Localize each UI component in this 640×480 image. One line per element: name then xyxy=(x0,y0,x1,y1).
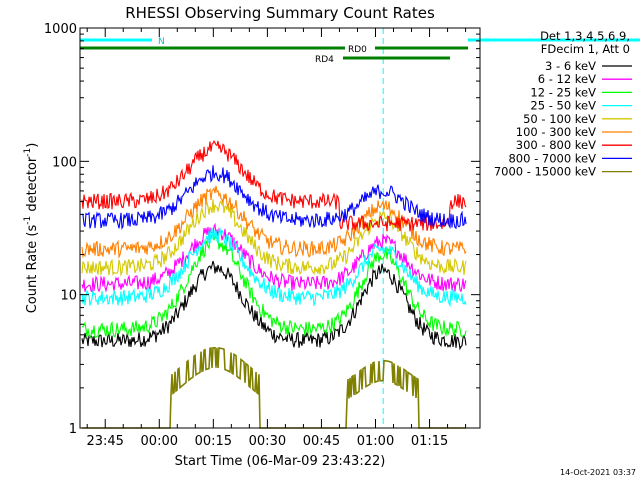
series-line-3 xyxy=(81,233,467,339)
legend-label-3: 12 - 25 keV xyxy=(530,85,596,99)
x-tick-label-0: 23:45 xyxy=(86,434,123,449)
legend-label-6: 100 - 300 keV xyxy=(516,125,596,139)
y-tick-label-0: 1 xyxy=(69,422,77,437)
legend-label-4: 25 - 50 keV xyxy=(530,99,596,113)
legend-header-2: FDecim 1, Att 0 xyxy=(541,42,630,56)
chart-title: RHESSI Observing Summary Count Rates xyxy=(125,4,435,22)
legend-header-1: Det 1,3,4,5,6,9, xyxy=(540,29,630,43)
legend-label-9: 7000 - 15000 keV xyxy=(494,165,596,179)
axes-layer: 1 10 100 1000 23:45 00:00 00:15 00:30 00:45 01:00… xyxy=(44,22,481,449)
legend: Det 1,3,4,5,6,9, FDecim 1, Att 0 3 - 6 k… xyxy=(494,29,632,179)
series-line-1 xyxy=(81,260,467,351)
series-layer xyxy=(81,140,467,429)
rd4-label: RD4 xyxy=(315,55,334,65)
rd0-label: RD0 xyxy=(348,45,367,55)
legend-label-1: 3 - 6 keV xyxy=(545,59,596,73)
series-line-4 xyxy=(81,227,467,308)
legend-label-2: 6 - 12 keV xyxy=(538,72,596,86)
legend-label-8: 800 - 7000 keV xyxy=(508,151,596,165)
series-line-7 xyxy=(81,140,467,232)
plot-frame xyxy=(79,27,481,429)
night-label: N xyxy=(158,37,165,47)
timestamp: 14-Oct-2021 03:37 xyxy=(560,468,636,477)
x-tick-label-2: 00:15 xyxy=(195,434,232,449)
series-line-5 xyxy=(81,199,467,277)
series-line-8 xyxy=(81,165,467,230)
legend-label-7: 300 - 800 keV xyxy=(516,138,596,152)
x-axis-label: Start Time (06-Mar-09 23:43:22) xyxy=(175,454,386,469)
x-tick-label-1: 00:00 xyxy=(141,434,178,449)
legend-label-5: 50 - 100 keV xyxy=(523,112,596,126)
y-axis-label: Count Rate (s-1 detector-1) xyxy=(23,143,40,314)
y-tick-label-1: 10 xyxy=(60,289,77,304)
x-tick-label-3: 00:30 xyxy=(249,434,286,449)
x-tick-label-4: 00:45 xyxy=(303,434,340,449)
y-tick-label-2: 100 xyxy=(52,155,77,170)
series-line-6 xyxy=(81,185,467,260)
x-tick-label-6: 01:15 xyxy=(411,434,448,449)
series-line-2 xyxy=(81,222,467,293)
y-tick-label-3: 1000 xyxy=(44,22,77,37)
x-tick-label-5: 01:00 xyxy=(357,434,394,449)
